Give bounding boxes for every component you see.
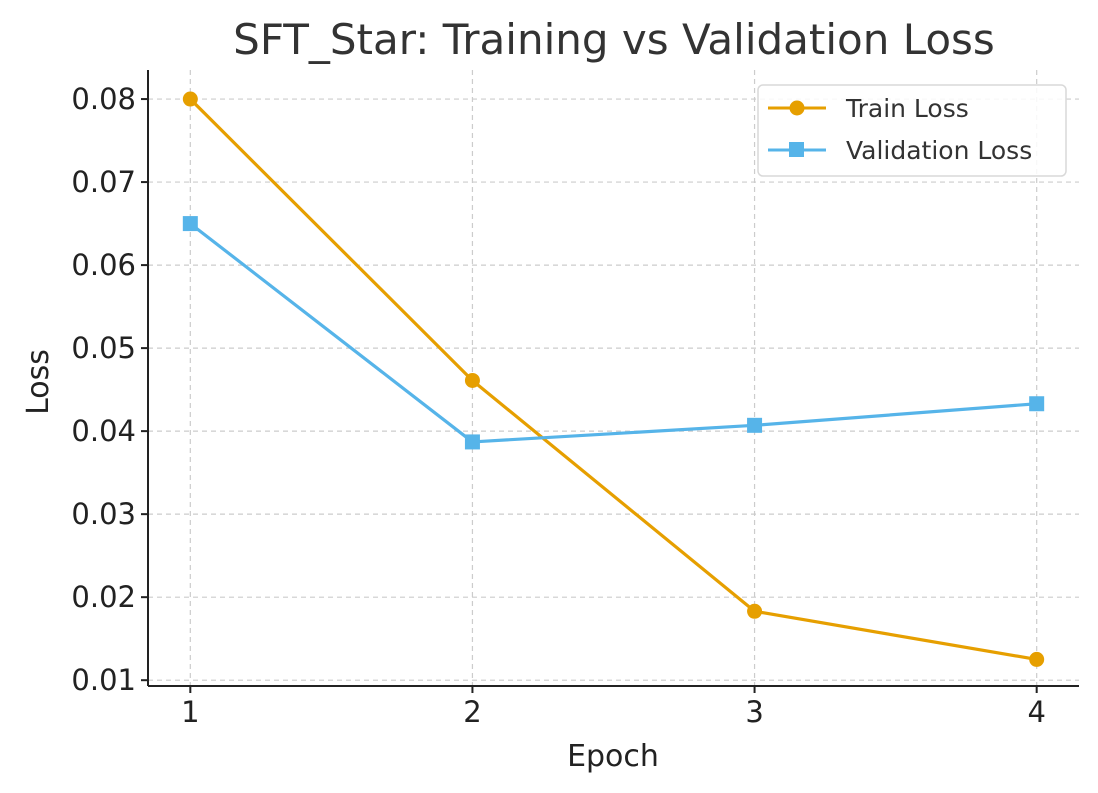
train-loss-point <box>747 603 763 619</box>
train-loss-point <box>1029 651 1045 667</box>
legend-train-marker <box>789 100 805 116</box>
tick-layer: 1 2 3 4 0.01 0.02 0.03 0.04 0.05 0.06 0.07 0.08 <box>71 82 1045 729</box>
chart-title: SFT_Star: Training vs Validation Loss <box>233 15 995 64</box>
y-tick-label: 0.01 <box>71 663 136 697</box>
x-tick-label: 2 <box>463 695 481 729</box>
y-tick-label: 0.05 <box>71 331 136 365</box>
series-line-validation <box>189 222 1037 444</box>
legend: Train Loss Validation Loss <box>757 84 1067 177</box>
x-tick-label: 4 <box>1027 695 1045 729</box>
validation-loss-point <box>182 216 198 232</box>
y-tick-label: 0.07 <box>71 165 136 199</box>
train-loss-point <box>464 372 480 388</box>
x-tick-label: 1 <box>181 695 199 729</box>
y-tick-label: 0.03 <box>71 497 136 531</box>
y-tick-label: 0.02 <box>71 580 136 614</box>
legend-train-label: Train Loss <box>845 94 969 123</box>
y-tick-label: 0.08 <box>71 82 136 116</box>
axes-layer <box>147 70 1079 687</box>
validation-loss-point <box>1029 396 1045 412</box>
legend-validation-label: Validation Loss <box>846 136 1032 165</box>
y-tick-label: 0.06 <box>71 248 136 282</box>
x-tick-label: 3 <box>745 695 763 729</box>
train-loss-point <box>182 91 198 107</box>
series-layer <box>182 91 1045 667</box>
legend-box <box>757 84 1067 177</box>
validation-loss-point <box>464 434 480 450</box>
validation-loss-point <box>747 417 763 433</box>
y-axis-label: Loss <box>21 349 56 415</box>
series-line-train <box>189 97 1037 662</box>
grid-layer <box>148 70 1079 686</box>
x-axis-label: Epoch <box>567 739 659 774</box>
legend-validation-marker <box>789 142 804 157</box>
y-tick-label: 0.04 <box>71 414 136 448</box>
